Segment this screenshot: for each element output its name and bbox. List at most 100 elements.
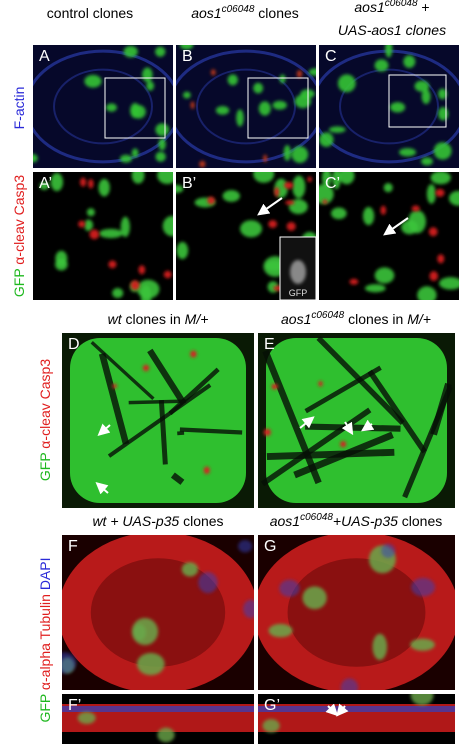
header-text: M/+ bbox=[185, 311, 209, 327]
cell-cluster bbox=[120, 155, 132, 163]
cell-cluster bbox=[182, 562, 198, 576]
cell-cluster bbox=[263, 719, 280, 733]
cell-cluster bbox=[207, 197, 215, 205]
cell-cluster bbox=[155, 47, 165, 57]
cell-cluster bbox=[403, 55, 415, 68]
cell-cluster bbox=[331, 208, 347, 220]
cell-cluster bbox=[411, 578, 435, 596]
cell-cluster bbox=[429, 227, 438, 236]
cell-cluster bbox=[133, 624, 146, 641]
panel-letter: A’ bbox=[39, 175, 52, 192]
column-header: aos1c06048 clones bbox=[191, 4, 299, 21]
cell-cluster bbox=[146, 81, 154, 91]
panel-letter: C bbox=[325, 48, 337, 65]
cell-cluster bbox=[338, 74, 356, 92]
cell-cluster bbox=[272, 384, 278, 390]
cell-cluster bbox=[240, 220, 262, 237]
cell-cluster bbox=[190, 351, 196, 358]
cell-cluster bbox=[243, 600, 258, 618]
cell-cluster bbox=[437, 254, 444, 263]
header-text: aos1 bbox=[191, 5, 221, 21]
cell-cluster bbox=[329, 126, 346, 132]
cell-cluster bbox=[108, 260, 116, 268]
cell-cluster bbox=[297, 70, 302, 78]
tissue-crack bbox=[267, 452, 394, 456]
panel-letter: E bbox=[264, 336, 275, 353]
cell-cluster bbox=[191, 101, 195, 109]
cell-cluster bbox=[385, 41, 392, 58]
panel-letter: F’ bbox=[68, 697, 81, 714]
cell-cluster bbox=[177, 242, 189, 259]
cell-cluster bbox=[390, 102, 405, 112]
cell-cluster bbox=[410, 639, 435, 651]
header-text: clones in bbox=[122, 311, 185, 327]
micrograph-panel bbox=[258, 685, 455, 744]
header-text: wt + UAS-p35 bbox=[92, 513, 179, 529]
cell-cluster bbox=[87, 208, 95, 216]
cell-cluster bbox=[183, 92, 191, 99]
cell-cluster bbox=[51, 173, 63, 191]
inset-label: GFP bbox=[289, 288, 308, 298]
cell-cluster bbox=[322, 200, 327, 204]
header-text: c06048 bbox=[222, 4, 255, 15]
side-label-text: GFP bbox=[37, 453, 53, 482]
side-label: GFP α-alpha Tubulin DAPI bbox=[37, 557, 53, 722]
cell-cluster bbox=[373, 634, 388, 660]
side-label-text: α-cleav Casp3 bbox=[11, 175, 27, 269]
cell-cluster bbox=[28, 154, 37, 163]
column-header: aos1c06048 clones in M/+ bbox=[281, 310, 431, 327]
tissue-crack bbox=[129, 401, 186, 403]
header-text: c06048 bbox=[385, 0, 418, 9]
cell-cluster bbox=[112, 288, 123, 298]
cell-cluster bbox=[137, 653, 165, 675]
panel-letter: A bbox=[39, 48, 50, 65]
column-header: wt clones in M/+ bbox=[108, 311, 209, 327]
cell-cluster bbox=[157, 166, 177, 184]
cell-cluster bbox=[204, 467, 210, 474]
cell-cluster bbox=[307, 176, 311, 182]
micrograph-panel bbox=[258, 333, 455, 508]
cell-cluster bbox=[375, 59, 389, 71]
header-text: aos1 bbox=[281, 311, 311, 327]
cell-cluster bbox=[132, 105, 146, 119]
tissue-crack bbox=[180, 430, 242, 433]
cell-cluster bbox=[302, 586, 326, 609]
panel-letter: C’ bbox=[325, 175, 340, 192]
cell-cluster bbox=[279, 74, 285, 83]
cell-cluster bbox=[284, 182, 294, 189]
header-text: clones bbox=[179, 513, 223, 529]
micrograph-panel bbox=[62, 694, 254, 744]
cell-cluster bbox=[412, 206, 420, 212]
column-header: wt + UAS-p35 clones bbox=[92, 513, 223, 529]
cell-cluster bbox=[143, 365, 149, 371]
cell-cluster bbox=[279, 580, 299, 597]
header-text: M/+ bbox=[407, 311, 431, 327]
cell-cluster bbox=[339, 167, 355, 184]
side-label-text: α-cleav Casp3 bbox=[37, 359, 53, 453]
header-text: c06048 bbox=[311, 310, 344, 321]
cell-cluster bbox=[381, 544, 395, 558]
cell-cluster bbox=[318, 381, 322, 386]
cell-cluster bbox=[99, 179, 110, 197]
cell-cluster bbox=[264, 429, 271, 436]
cell-cluster bbox=[340, 441, 346, 447]
cell-cluster bbox=[435, 189, 444, 197]
cell-cluster bbox=[273, 101, 287, 110]
cell-cluster bbox=[269, 624, 293, 637]
cell-cluster bbox=[238, 540, 252, 552]
cell-cluster bbox=[84, 75, 101, 88]
cell-cluster bbox=[112, 384, 116, 389]
side-label-text: DAPI bbox=[37, 557, 53, 594]
column-header: aos1c06048+UAS-p35 clones bbox=[270, 512, 443, 529]
cell-cluster bbox=[132, 167, 145, 184]
cell-cluster bbox=[434, 142, 452, 159]
cell-cluster bbox=[439, 277, 462, 289]
side-label-text: α-alpha Tubulin bbox=[37, 594, 53, 694]
panel-letter: G’ bbox=[264, 697, 280, 714]
side-label: F-actin bbox=[11, 87, 27, 130]
header-text: UAS-aos1 clones bbox=[338, 22, 446, 38]
micrograph-panel bbox=[62, 333, 254, 508]
cell-cluster bbox=[84, 219, 93, 231]
side-label-text: GFP bbox=[37, 694, 53, 723]
